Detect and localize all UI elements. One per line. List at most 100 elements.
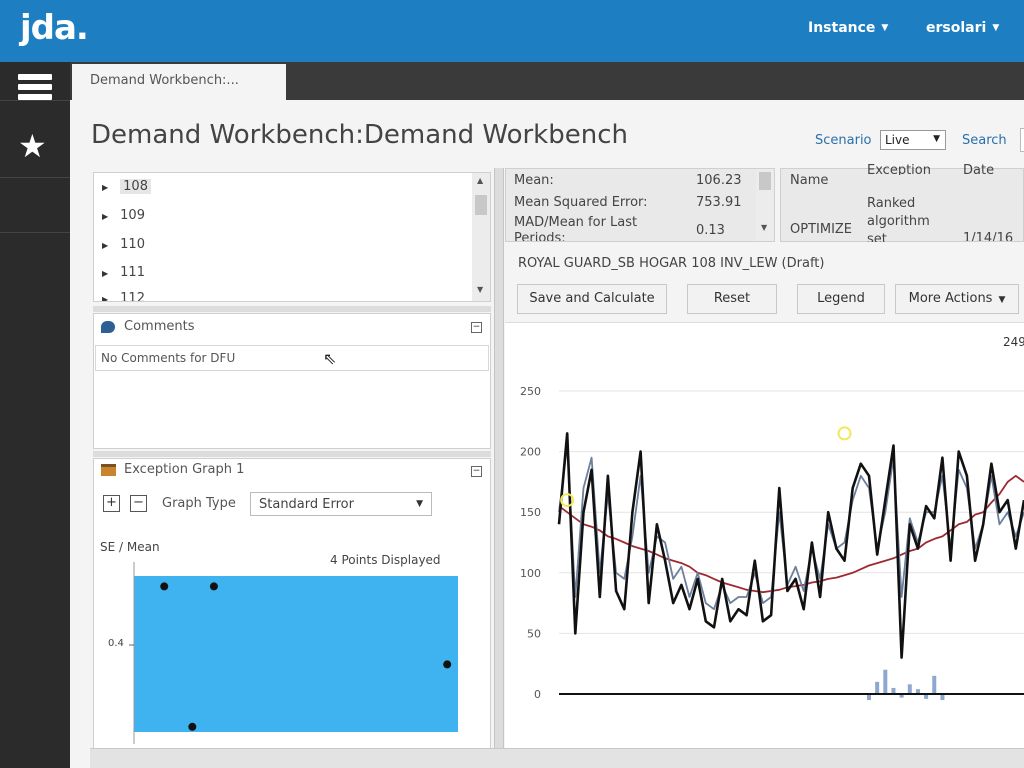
tree-scrollbar[interactable]: ▲ ▼ [472, 173, 490, 301]
stat-label: Periods: [514, 231, 566, 241]
stats-panel: Mean: 106.23 Mean Squared Error: 753.91 … [505, 168, 775, 242]
chevron-down-icon: ▼ [416, 499, 423, 509]
expand-arrow-icon[interactable]: ▶ [102, 241, 109, 250]
stat-label: Mean Squared Error: [514, 195, 648, 210]
y-tick-label: 200 [520, 446, 541, 459]
expand-arrow-icon[interactable]: ▶ [102, 212, 109, 221]
tree-item[interactable]: ▶ 111 [102, 265, 145, 280]
chevron-down-icon: ▼ [992, 23, 1000, 33]
y-tick-label: 100 [520, 567, 541, 580]
se-data-point [443, 660, 452, 669]
scroll-thumb[interactable] [475, 195, 487, 215]
rail-divider [0, 232, 70, 233]
zoom-out-button[interactable]: − [130, 495, 147, 512]
more-actions-button[interactable]: More Actions ▼ [895, 284, 1019, 314]
scroll-thumb[interactable] [759, 172, 771, 190]
tree-item[interactable]: ▶ 112 [102, 291, 145, 301]
y-tick-label: 50 [527, 627, 541, 640]
stat-value: 753.91 [696, 195, 742, 210]
error-bar [875, 681, 880, 694]
user-menu[interactable]: ersolari ▼ [926, 20, 999, 36]
name-column-header: Name [790, 173, 829, 188]
y-tick-label: 0 [534, 688, 541, 701]
favorites-star-icon[interactable]: ★ [18, 127, 47, 165]
comments-panel [93, 313, 491, 449]
date-column-header: Date [963, 163, 995, 175]
se-data-point [209, 582, 218, 591]
scenario-select[interactable]: Live ▼ [880, 130, 946, 150]
se-data-point [160, 582, 169, 591]
stat-value: 0.13 [696, 223, 725, 238]
left-rail [0, 62, 70, 768]
panel-splitter[interactable] [93, 451, 491, 457]
error-bar [940, 694, 945, 701]
comments-icon [101, 321, 115, 333]
scenario-label: Scenario [815, 133, 872, 148]
dfu-tree-panel: ▶ 108 ▶ 109 ▶ 110 ▶ 111 ▶ 112 ▲ ▼ [93, 172, 491, 302]
chart-corner-label: 249 [1003, 335, 1024, 349]
scroll-down-icon[interactable]: ▼ [761, 223, 768, 232]
scroll-down-icon[interactable]: ▼ [477, 285, 484, 294]
se-data-point [188, 722, 197, 731]
dfu-title: ROYAL GUARD_SB HOGAR 108 INV_LEW (Draft) [518, 256, 825, 271]
graph-type-select[interactable]: Standard Error ▼ [250, 492, 432, 516]
exception-marker [837, 426, 852, 441]
expand-arrow-icon[interactable]: ▶ [102, 269, 109, 278]
scroll-up-icon[interactable]: ▲ [477, 176, 484, 185]
stat-label: Mean: [514, 173, 554, 188]
tree-item[interactable]: ▶ 110 [102, 237, 145, 252]
reset-button[interactable]: Reset [687, 284, 777, 314]
panel-splitter[interactable] [93, 306, 491, 312]
rail-divider [0, 100, 70, 101]
exceptions-panel: Name Exception Date OPTIMIZE Ranked algo… [780, 163, 1024, 242]
exception-row-text: set [867, 232, 887, 242]
y-tick-label: 250 [520, 385, 541, 398]
error-bar [891, 687, 896, 694]
tab-demand-workbench[interactable]: Demand Workbench:... [72, 64, 286, 100]
stat-label: MAD/Mean for Last [514, 215, 638, 230]
se-chart-ytick-label: 0.4 [108, 638, 124, 649]
search-input[interactable] [1020, 128, 1024, 152]
collapse-icon[interactable]: − [471, 466, 482, 477]
legend-button[interactable]: Legend [797, 284, 885, 314]
tree-item[interactable]: ▶ 109 [102, 208, 145, 223]
collapse-icon[interactable]: − [471, 322, 482, 333]
exception-row-name[interactable]: OPTIMIZE [790, 222, 853, 237]
save-and-calculate-button[interactable]: Save and Calculate [517, 284, 667, 314]
se-chart-svg [129, 562, 458, 744]
bottom-scrollbar[interactable] [90, 748, 1024, 768]
se-chart-ylabel: SE / Mean [100, 540, 160, 554]
error-bar [883, 669, 888, 694]
jda-logo[interactable]: jda. [20, 8, 89, 48]
stats-scrollbar[interactable]: ▼ [756, 169, 774, 241]
expand-arrow-icon[interactable]: ▶ [102, 295, 109, 301]
zoom-in-button[interactable]: + [103, 495, 120, 512]
hamburger-menu-icon[interactable] [18, 74, 52, 106]
scenario-value: Live [885, 133, 910, 147]
expand-arrow-icon[interactable]: ▶ [102, 183, 109, 192]
exception-column-header: Exception [867, 163, 931, 175]
page-title: Demand Workbench:Demand Workbench [91, 120, 628, 150]
error-bar [899, 694, 904, 698]
se-chart-area: SE / Mean 4 Points Displayed 0.4 [96, 522, 488, 748]
instance-menu-label: Instance [808, 20, 876, 36]
stat-value: 106.23 [696, 173, 742, 188]
exception-marker [560, 493, 575, 508]
error-bar [932, 675, 937, 694]
instance-menu[interactable]: Instance ▼ [808, 20, 888, 36]
series-line [557, 432, 1024, 659]
error-bar [924, 694, 929, 699]
se-area-fill [134, 576, 458, 732]
exception-row-date: 1/14/16 [963, 231, 1014, 241]
chevron-down-icon: ▼ [998, 295, 1006, 305]
y-tick-label: 150 [520, 506, 541, 519]
comments-text: No Comments for DFU [95, 345, 489, 371]
main-splitter[interactable] [494, 168, 504, 768]
comments-title: Comments [124, 319, 195, 334]
error-bar [867, 694, 871, 701]
mouse-cursor-icon: ⇖ [323, 349, 337, 368]
chevron-down-icon: ▼ [933, 134, 940, 144]
tree-item[interactable]: ▶ 108 [102, 179, 151, 194]
graph-type-label: Graph Type [162, 496, 236, 511]
error-bar [915, 689, 920, 694]
